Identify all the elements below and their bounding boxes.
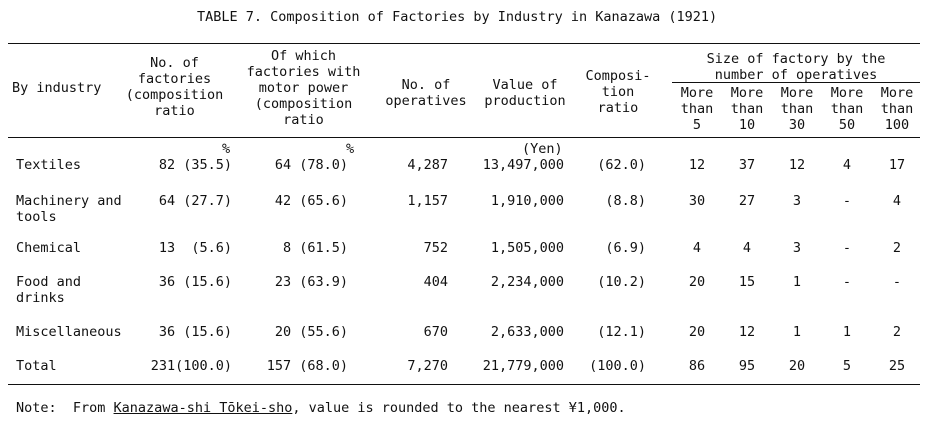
row-size-1: 15 xyxy=(738,274,756,290)
row-value: 13,497,000 xyxy=(482,157,564,173)
row-operatives: 1,157 xyxy=(407,193,448,209)
bottom-rule xyxy=(8,384,920,385)
row-factories: 82 (35.5) xyxy=(158,157,232,173)
row-size-4: 4 xyxy=(892,193,902,209)
header-size-50: More than 50 xyxy=(830,85,864,133)
header-size-5: More than 5 xyxy=(680,85,714,133)
row-size-0: 20 xyxy=(688,324,706,340)
row-size-2: 1 xyxy=(792,274,802,290)
row-value: 2,234,000 xyxy=(490,274,564,290)
row-industry: Machinery and tools xyxy=(16,193,122,225)
row-size-3: - xyxy=(842,240,852,256)
row-industry: Chemical xyxy=(16,240,82,256)
table-note: Note: From Kanazawa-shi Tōkei-sho, value… xyxy=(16,400,626,416)
top-rule xyxy=(8,43,920,44)
row-size-2: 3 xyxy=(792,240,802,256)
header-operatives: No. of operatives xyxy=(385,77,467,109)
row-size-4: - xyxy=(892,274,902,290)
row-operatives: 4,287 xyxy=(407,157,448,173)
row-industry: Total xyxy=(16,358,57,374)
row-size-0: 12 xyxy=(688,157,706,173)
row-operatives: 404 xyxy=(423,274,448,290)
row-size-2: 1 xyxy=(792,324,802,340)
row-motor: 20 (55.6) xyxy=(274,324,348,340)
row-size-2: 20 xyxy=(788,358,806,374)
row-size-3: - xyxy=(842,193,852,209)
row-size-2: 3 xyxy=(792,193,802,209)
row-composition: (6.9) xyxy=(605,240,646,256)
row-industry: Miscellaneous xyxy=(16,324,122,340)
row-size-0: 4 xyxy=(692,240,702,256)
row-composition: (10.2) xyxy=(597,274,646,290)
row-factories: 64 (27.7) xyxy=(158,193,232,209)
header-size-10: More than 10 xyxy=(730,85,764,133)
row-size-3: - xyxy=(842,274,852,290)
header-size-group: Size of factory by the number of operati… xyxy=(706,51,886,83)
row-value: 2,633,000 xyxy=(490,324,564,340)
header-value: Value of production xyxy=(484,77,566,109)
row-factories: 231(100.0) xyxy=(150,358,232,374)
row-size-3: 5 xyxy=(842,358,852,374)
row-size-1: 27 xyxy=(738,193,756,209)
row-motor: 157 (68.0) xyxy=(266,358,348,374)
row-value: 21,779,000 xyxy=(482,358,564,374)
note-text: , value is rounded to the nearest ¥1,000… xyxy=(292,400,626,416)
row-industry: Textiles xyxy=(16,157,82,173)
row-motor: 8 (61.5) xyxy=(282,240,348,256)
row-operatives: 752 xyxy=(423,240,448,256)
header-rule xyxy=(8,137,920,138)
row-motor: 23 (63.9) xyxy=(274,274,348,290)
row-size-3: 1 xyxy=(842,324,852,340)
row-size-1: 95 xyxy=(738,358,756,374)
row-industry: Food and drinks xyxy=(16,274,82,306)
row-size-4: 25 xyxy=(888,358,906,374)
row-size-3: 4 xyxy=(842,157,852,173)
row-factories: 36 (15.6) xyxy=(158,274,232,290)
header-motor: Of which factories with motor power (com… xyxy=(246,48,361,128)
row-size-0: 86 xyxy=(688,358,706,374)
row-composition: (62.0) xyxy=(597,157,646,173)
header-factories: No. of factories (composition ratio xyxy=(125,55,224,119)
row-motor: 64 (78.0) xyxy=(274,157,348,173)
row-size-1: 4 xyxy=(742,240,752,256)
row-size-4: 17 xyxy=(888,157,906,173)
header-composition: Composi- tion ratio xyxy=(585,68,651,116)
unit-percent-factories: % xyxy=(222,141,231,157)
unit-yen: (Yen) xyxy=(522,141,563,157)
row-motor: 42 (65.6) xyxy=(274,193,348,209)
row-factories: 13 (5.6) xyxy=(158,240,232,256)
row-value: 1,910,000 xyxy=(490,193,564,209)
header-industry: By industry xyxy=(12,80,102,96)
row-size-0: 30 xyxy=(688,193,706,209)
row-size-2: 12 xyxy=(788,157,806,173)
row-size-1: 37 xyxy=(738,157,756,173)
row-composition: (8.8) xyxy=(605,193,646,209)
header-size-30: More than 30 xyxy=(780,85,814,133)
row-operatives: 670 xyxy=(423,324,448,340)
row-value: 1,505,000 xyxy=(490,240,564,256)
note-prefix: From xyxy=(72,400,114,416)
row-size-1: 12 xyxy=(738,324,756,340)
unit-percent-motor: % xyxy=(346,141,355,157)
table-title: TABLE 7. Composition of Factories by Ind… xyxy=(197,9,718,25)
size-group-rule xyxy=(672,82,920,83)
row-size-4: 2 xyxy=(892,324,902,340)
row-factories: 36 (15.6) xyxy=(158,324,232,340)
row-composition: (12.1) xyxy=(597,324,646,340)
row-operatives: 7,270 xyxy=(407,358,448,374)
row-size-4: 2 xyxy=(892,240,902,256)
header-size-100: More than 100 xyxy=(880,85,914,133)
note-label: Note: xyxy=(16,400,57,416)
note-source: Kanazawa-shi Tōkei-sho xyxy=(113,400,293,416)
row-size-0: 20 xyxy=(688,274,706,290)
row-composition: (100.0) xyxy=(589,358,646,374)
